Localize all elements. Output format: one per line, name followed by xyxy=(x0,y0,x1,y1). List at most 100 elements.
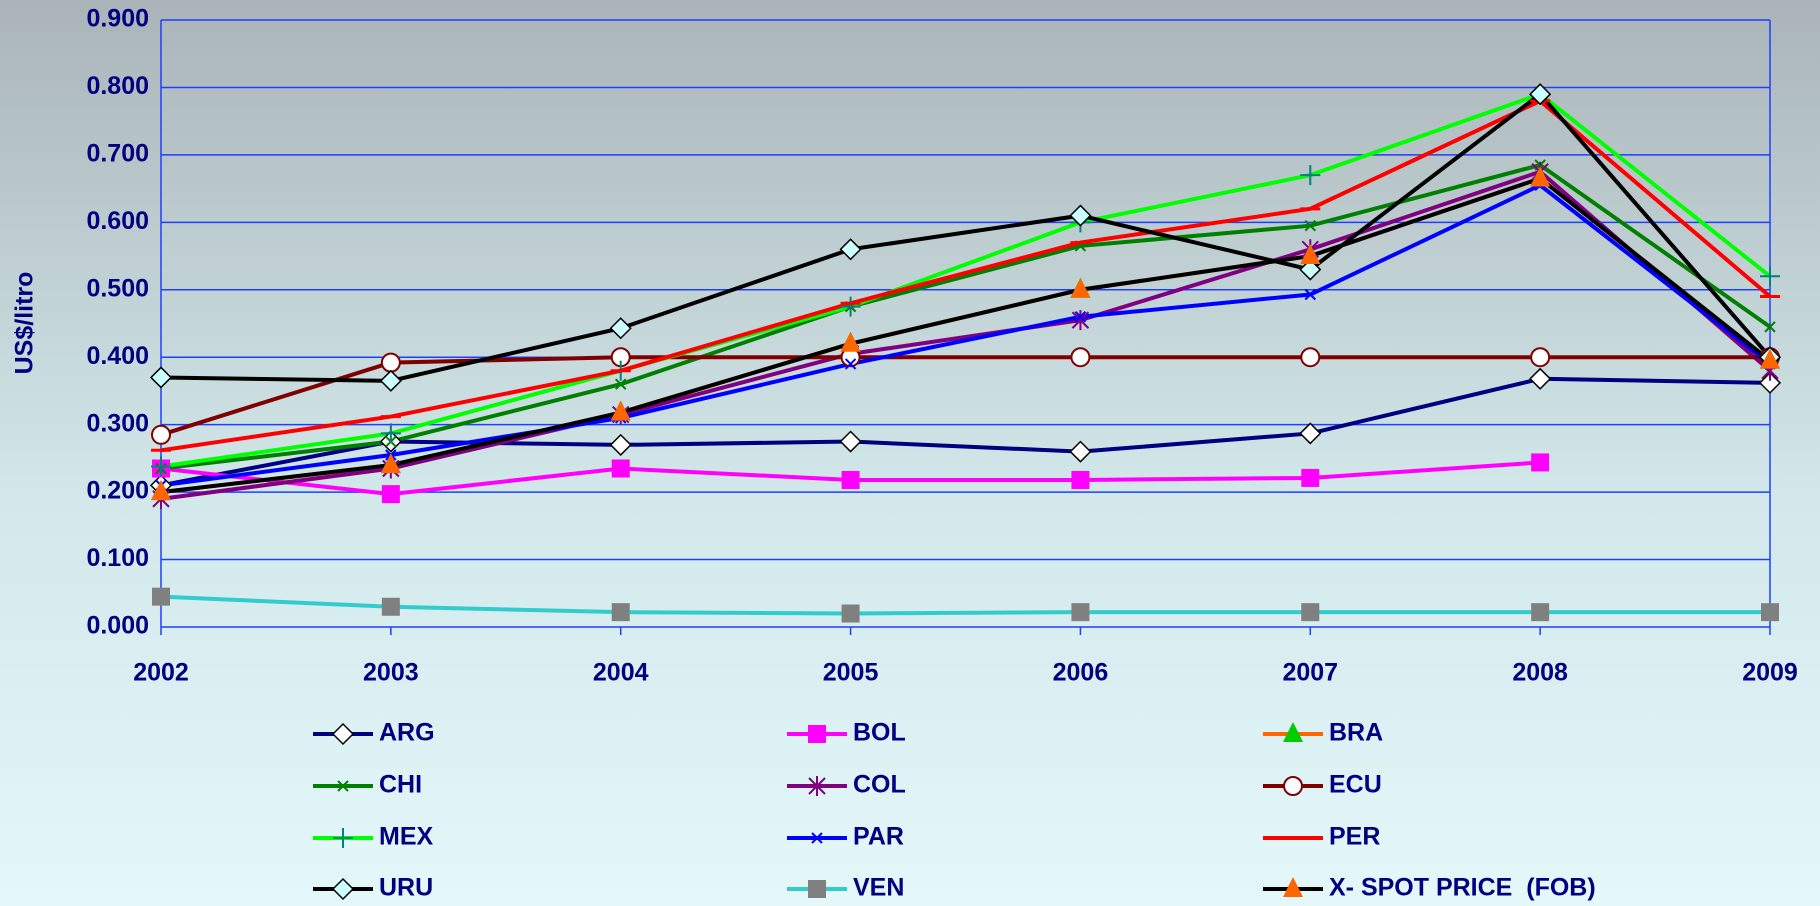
marker xyxy=(380,352,401,373)
marker xyxy=(1283,776,1303,796)
legend-label: PAR xyxy=(853,823,904,851)
marker xyxy=(840,331,861,352)
y-tick-label: 0.000 xyxy=(86,612,149,640)
marker xyxy=(611,603,630,622)
marker xyxy=(1760,348,1780,369)
marker xyxy=(609,433,632,456)
marker xyxy=(1299,422,1322,445)
marker xyxy=(1761,603,1779,622)
marker xyxy=(611,459,630,478)
legend-label: COL xyxy=(853,771,906,799)
y-tick-label: 0.500 xyxy=(86,274,149,302)
marker xyxy=(1300,244,1321,265)
marker xyxy=(152,587,170,606)
marker xyxy=(151,480,171,501)
marker xyxy=(1529,83,1552,106)
legend-label: BOL xyxy=(853,719,906,747)
y-tick-label: 0.700 xyxy=(86,139,149,167)
marker xyxy=(840,296,861,317)
y-tick-label: 0.200 xyxy=(86,477,149,505)
marker xyxy=(1531,453,1550,472)
marker xyxy=(1299,258,1322,281)
marker xyxy=(1529,367,1552,390)
marker xyxy=(839,430,862,453)
marker xyxy=(1531,603,1550,622)
marker xyxy=(1764,321,1776,333)
marker xyxy=(1758,371,1782,394)
marker xyxy=(1283,722,1303,742)
y-tick-label: 0.100 xyxy=(86,544,149,572)
x-tick-label: 2002 xyxy=(133,659,189,687)
series-line xyxy=(160,355,1770,437)
marker xyxy=(1301,468,1320,487)
marker xyxy=(808,776,826,796)
marker xyxy=(808,880,826,898)
marker xyxy=(1283,877,1303,897)
y-tick-label: 0.900 xyxy=(86,5,149,33)
marker xyxy=(1071,310,1090,331)
marker xyxy=(1760,266,1780,287)
marker xyxy=(1069,204,1092,227)
series-line xyxy=(160,182,1772,488)
marker xyxy=(331,877,355,901)
marker xyxy=(841,470,860,489)
y-tick-label: 0.300 xyxy=(86,409,149,437)
marker xyxy=(1304,219,1316,232)
marker xyxy=(149,366,173,389)
marker xyxy=(615,378,627,390)
y-tick-label: 0.400 xyxy=(86,342,149,370)
marker xyxy=(1070,277,1091,298)
marker xyxy=(1300,165,1321,186)
legend-label: ARG xyxy=(379,719,435,747)
marker xyxy=(1071,603,1090,622)
series-line xyxy=(160,169,1772,501)
y-tick-label: 0.600 xyxy=(86,207,149,235)
marker xyxy=(1074,311,1087,323)
legend-label: URU xyxy=(379,874,433,902)
marker xyxy=(1300,347,1321,368)
x-tick-label: 2009 xyxy=(1742,659,1798,687)
marker xyxy=(841,604,860,623)
marker xyxy=(333,828,353,848)
marker xyxy=(609,317,632,340)
marker xyxy=(380,453,401,474)
series-line xyxy=(160,162,1772,471)
marker xyxy=(844,358,857,370)
marker xyxy=(381,485,400,504)
marker xyxy=(1530,166,1551,187)
legend-label: X- SPOT PRICE (FOB) xyxy=(1329,874,1596,902)
y-tick-label: 0.800 xyxy=(86,72,149,100)
x-tick-label: 2003 xyxy=(363,659,419,687)
marker xyxy=(381,597,400,616)
marker xyxy=(808,725,826,743)
marker xyxy=(331,722,355,746)
marker xyxy=(337,780,349,792)
legend-label: MEX xyxy=(379,823,434,851)
marker xyxy=(1069,440,1092,463)
x-tick-label: 2005 xyxy=(823,659,879,687)
legend-label: VEN xyxy=(853,874,904,902)
marker xyxy=(1530,347,1551,368)
series-line xyxy=(160,91,1772,469)
legend-label: BRA xyxy=(1329,719,1383,747)
legend-label: PER xyxy=(1329,823,1380,851)
series-line xyxy=(160,176,1772,495)
marker xyxy=(1301,603,1320,622)
marker xyxy=(839,238,862,261)
x-tick-label: 2008 xyxy=(1512,659,1568,687)
marker xyxy=(380,423,401,444)
marker xyxy=(1304,288,1316,301)
marker xyxy=(151,424,171,445)
marker xyxy=(811,832,823,844)
x-tick-label: 2007 xyxy=(1282,659,1338,687)
y-axis-label: US$/litro xyxy=(11,272,39,375)
marker xyxy=(1070,347,1091,368)
series-line xyxy=(160,98,1772,453)
x-tick-label: 2006 xyxy=(1053,659,1109,687)
legend-label: ECU xyxy=(1329,771,1382,799)
series-line xyxy=(160,376,1771,488)
x-tick-label: 2004 xyxy=(593,659,649,687)
